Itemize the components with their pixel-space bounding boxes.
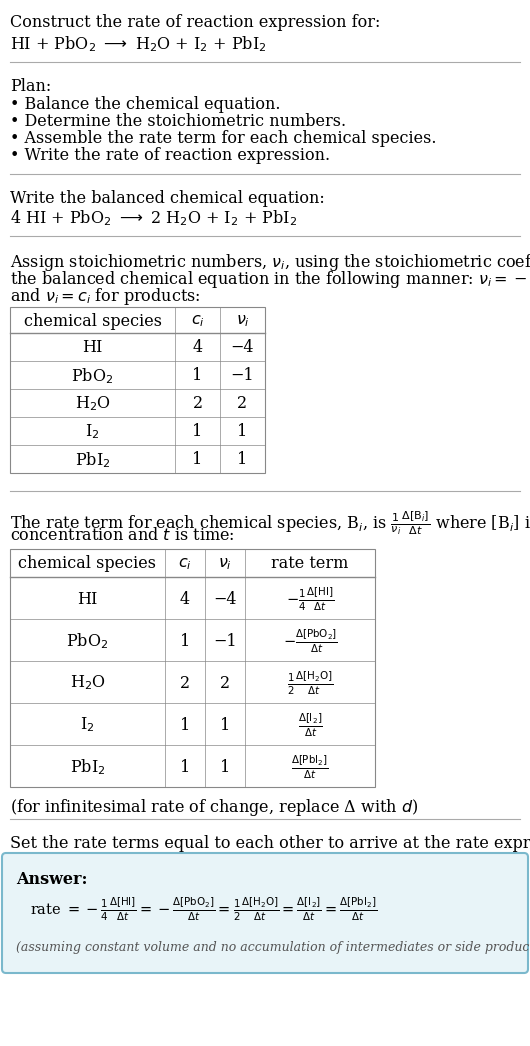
Text: $\nu_i$: $\nu_i$ [235, 313, 250, 329]
Text: Set the rate terms equal to each other to arrive at the rate expression:: Set the rate terms equal to each other t… [10, 835, 530, 852]
Text: PbO$_2$: PbO$_2$ [66, 631, 109, 651]
Text: Assign stoichiometric numbers, $\nu_i$, using the stoichiometric coefficients, $: Assign stoichiometric numbers, $\nu_i$, … [10, 252, 530, 273]
Text: • Determine the stoichiometric numbers.: • Determine the stoichiometric numbers. [10, 113, 346, 130]
Text: HI: HI [77, 591, 98, 608]
Text: $\frac{1}{2}\frac{\Delta[\mathrm{H_2O}]}{\Delta t}$: $\frac{1}{2}\frac{\Delta[\mathrm{H_2O}]}… [287, 669, 333, 697]
Text: PbO$_2$: PbO$_2$ [72, 366, 113, 386]
Text: 1: 1 [180, 758, 190, 775]
Text: I$_2$: I$_2$ [85, 423, 100, 441]
Text: 1: 1 [220, 758, 230, 775]
Text: PbI$_2$: PbI$_2$ [75, 450, 110, 470]
Text: 1: 1 [192, 452, 202, 469]
Text: • Assemble the rate term for each chemical species.: • Assemble the rate term for each chemic… [10, 130, 437, 147]
Text: $c_i$: $c_i$ [191, 313, 205, 329]
Text: Write the balanced chemical equation:: Write the balanced chemical equation: [10, 190, 325, 207]
Text: 1: 1 [220, 717, 230, 733]
Text: Plan:: Plan: [10, 78, 51, 95]
Text: Answer:: Answer: [16, 871, 87, 888]
Text: 1: 1 [237, 424, 248, 440]
Text: $\frac{\Delta[\mathrm{PbI_2}]}{\Delta t}$: $\frac{\Delta[\mathrm{PbI_2}]}{\Delta t}… [291, 753, 329, 780]
Text: −4: −4 [213, 591, 237, 608]
Text: 2: 2 [237, 395, 248, 412]
Text: 1: 1 [192, 367, 202, 385]
Text: concentration and $t$ is time:: concentration and $t$ is time: [10, 527, 235, 544]
Text: (assuming constant volume and no accumulation of intermediates or side products): (assuming constant volume and no accumul… [16, 941, 530, 954]
Text: 2: 2 [192, 395, 202, 412]
Text: 2: 2 [180, 675, 190, 691]
Text: 1: 1 [192, 424, 202, 440]
Text: −1: −1 [213, 633, 237, 650]
Text: H$_2$O: H$_2$O [75, 394, 110, 413]
Text: rate $= -\frac{1}{4}\frac{\Delta[\mathrm{HI}]}{\Delta t} = -\frac{\Delta[\mathrm: rate $= -\frac{1}{4}\frac{\Delta[\mathrm… [30, 895, 377, 923]
Text: $\nu_i$: $\nu_i$ [218, 555, 232, 572]
Text: 4: 4 [192, 340, 202, 357]
Text: $-\frac{\Delta[\mathrm{PbO_2}]}{\Delta t}$: $-\frac{\Delta[\mathrm{PbO_2}]}{\Delta t… [282, 628, 338, 655]
Text: Construct the rate of reaction expression for:: Construct the rate of reaction expressio… [10, 14, 381, 31]
Text: HI + PbO$_2$ $\longrightarrow$ H$_2$O + I$_2$ + PbI$_2$: HI + PbO$_2$ $\longrightarrow$ H$_2$O + … [10, 35, 267, 53]
Text: and $\nu_i = c_i$ for products:: and $\nu_i = c_i$ for products: [10, 286, 200, 306]
Text: H$_2$O: H$_2$O [69, 674, 105, 692]
Text: PbI$_2$: PbI$_2$ [70, 757, 105, 777]
Text: (for infinitesimal rate of change, replace Δ with $d$): (for infinitesimal rate of change, repla… [10, 797, 418, 818]
Text: $c_i$: $c_i$ [178, 555, 192, 572]
Text: $\frac{\Delta[\mathrm{I_2}]}{\Delta t}$: $\frac{\Delta[\mathrm{I_2}]}{\Delta t}$ [297, 711, 322, 738]
Text: 2: 2 [220, 675, 230, 691]
Text: 4 HI + PbO$_2$ $\longrightarrow$ 2 H$_2$O + I$_2$ + PbI$_2$: 4 HI + PbO$_2$ $\longrightarrow$ 2 H$_2$… [10, 208, 297, 228]
Text: −4: −4 [231, 340, 254, 357]
Text: $-\frac{1}{4}\frac{\Delta[\mathrm{HI}]}{\Delta t}$: $-\frac{1}{4}\frac{\Delta[\mathrm{HI}]}{… [286, 586, 334, 613]
Text: 4: 4 [180, 591, 190, 608]
Text: 1: 1 [180, 717, 190, 733]
Text: I$_2$: I$_2$ [80, 715, 95, 734]
Text: 1: 1 [237, 452, 248, 469]
Text: HI: HI [82, 340, 103, 357]
Text: −1: −1 [231, 367, 254, 385]
Text: 1: 1 [180, 633, 190, 650]
FancyBboxPatch shape [2, 852, 528, 973]
Text: • Write the rate of reaction expression.: • Write the rate of reaction expression. [10, 147, 330, 164]
Text: The rate term for each chemical species, B$_i$, is $\frac{1}{\nu_i}\frac{\Delta[: The rate term for each chemical species,… [10, 509, 530, 537]
Bar [10, 306, 265, 473]
Text: • Balance the chemical equation.: • Balance the chemical equation. [10, 96, 280, 113]
Text: rate term: rate term [271, 555, 349, 572]
Bar [10, 549, 375, 787]
Text: chemical species: chemical species [19, 555, 156, 572]
Text: chemical species: chemical species [23, 313, 162, 329]
Text: the balanced chemical equation in the following manner: $\nu_i = -c_i$ for react: the balanced chemical equation in the fo… [10, 269, 530, 290]
